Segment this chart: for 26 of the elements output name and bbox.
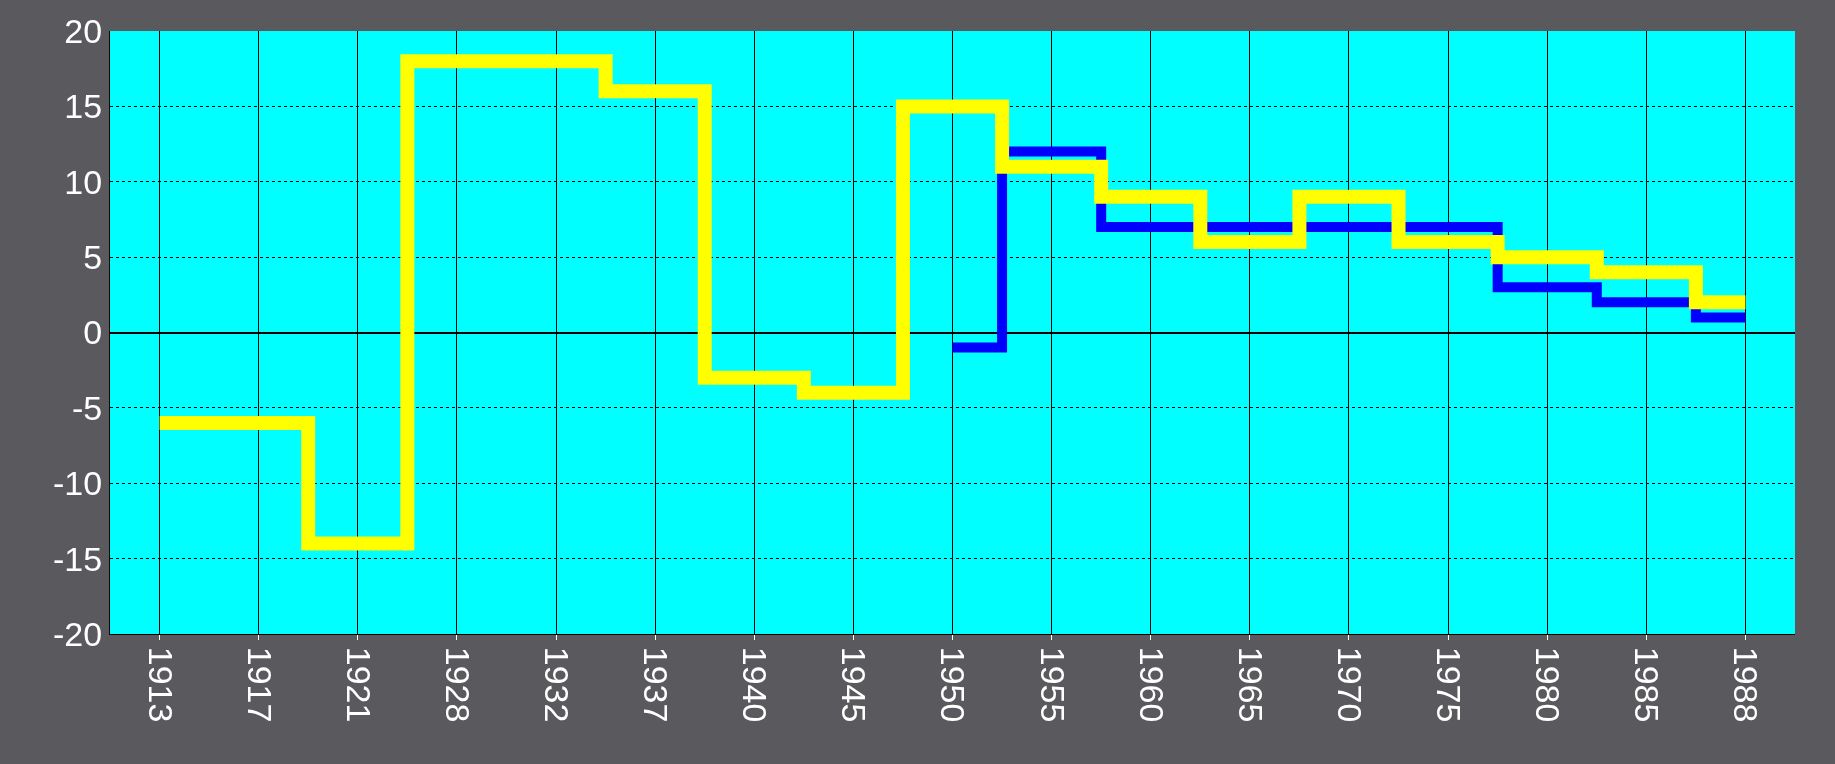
x-tick-label: 1955 bbox=[1033, 646, 1072, 723]
y-tick-label: 0 bbox=[83, 313, 103, 352]
x-tick-label: 1928 bbox=[438, 646, 477, 723]
y-tick-label: 15 bbox=[64, 87, 103, 126]
x-tick-label: 1950 bbox=[934, 646, 973, 723]
y-tick-label: 10 bbox=[64, 162, 103, 201]
x-tick-label: 1921 bbox=[339, 646, 378, 723]
y-tick-label: -5 bbox=[71, 388, 103, 427]
y-tick-label: 5 bbox=[83, 238, 103, 277]
x-tick-label: 1965 bbox=[1231, 646, 1270, 723]
x-tick-label: 1980 bbox=[1529, 646, 1568, 723]
x-tick-label: 1940 bbox=[736, 646, 775, 723]
x-tick-label: 1945 bbox=[835, 646, 874, 723]
y-tick-label: -10 bbox=[53, 464, 103, 503]
x-tick-label: 1970 bbox=[1330, 646, 1369, 723]
y-tick-label: 20 bbox=[64, 11, 103, 50]
x-tick-label: 1932 bbox=[537, 646, 576, 723]
x-tick-label: 1985 bbox=[1628, 646, 1667, 723]
x-tick-label: 1988 bbox=[1727, 646, 1766, 723]
y-tick-label: -15 bbox=[53, 539, 103, 578]
x-tick-label: 1937 bbox=[637, 646, 676, 723]
x-tick-label: 1917 bbox=[240, 646, 279, 723]
x-tick-label: 1975 bbox=[1430, 646, 1469, 723]
y-tick-label: -20 bbox=[53, 614, 103, 653]
x-tick-label: 1960 bbox=[1132, 646, 1171, 723]
x-tick-label: 1913 bbox=[141, 646, 180, 723]
